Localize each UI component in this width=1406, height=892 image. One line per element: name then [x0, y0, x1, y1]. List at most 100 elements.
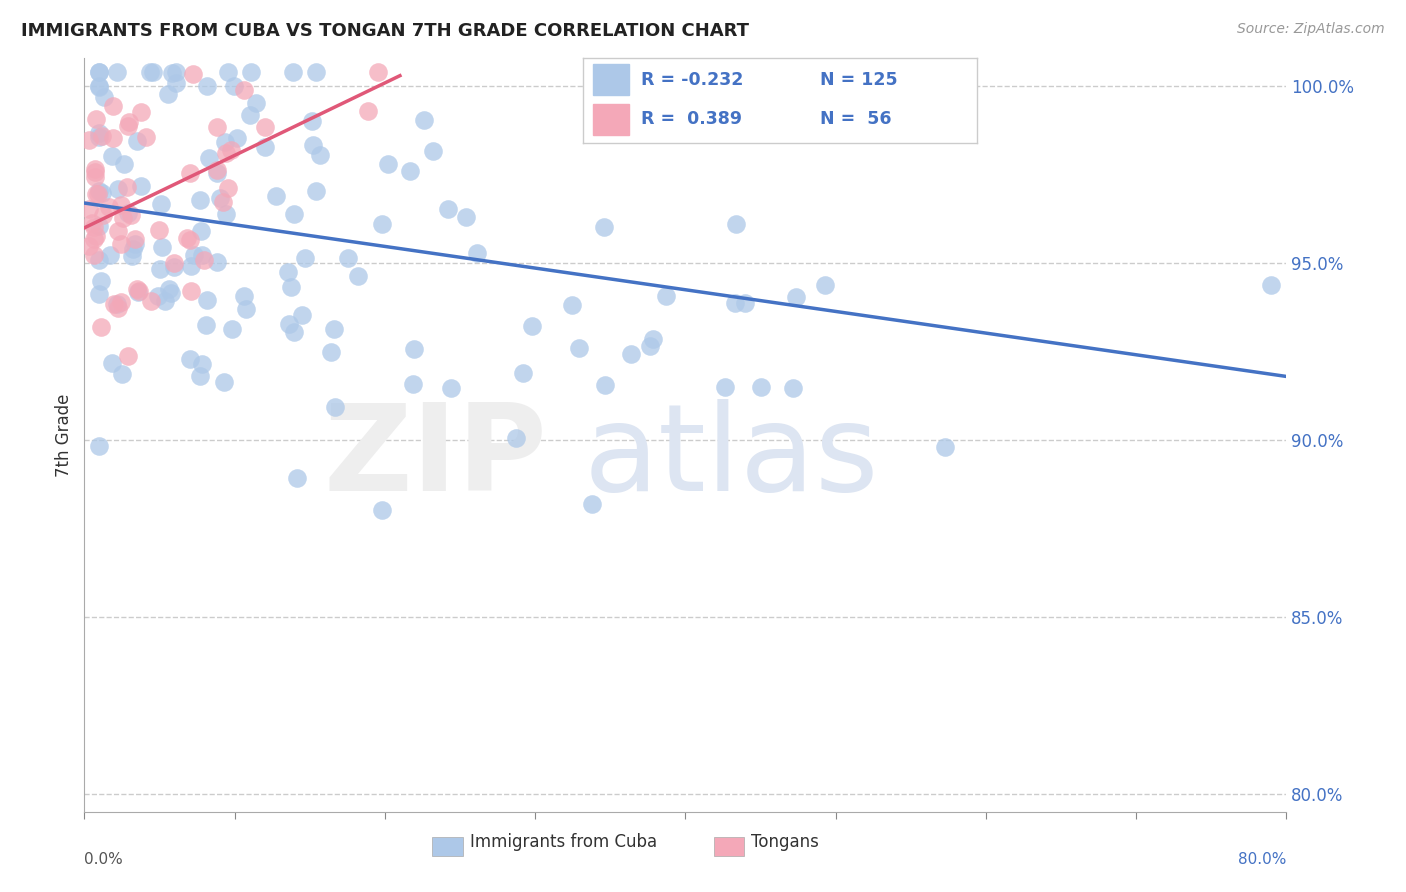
Point — [323, 400, 346, 414]
Point — [148, 223, 170, 237]
Point — [305, 65, 328, 79]
Point — [97, 200, 120, 214]
Point — [89, 130, 111, 145]
Point — [188, 194, 211, 208]
Point — [319, 344, 342, 359]
Point — [90, 186, 112, 200]
Point — [620, 347, 643, 361]
Point — [90, 320, 112, 334]
Point — [117, 349, 139, 363]
Point — [83, 232, 105, 246]
Point — [90, 274, 112, 288]
Point — [117, 206, 139, 220]
Point — [84, 161, 107, 176]
Point — [1260, 277, 1282, 292]
Point — [195, 293, 218, 307]
Point — [643, 332, 665, 346]
Point — [153, 294, 176, 309]
Point — [84, 112, 107, 126]
Point — [208, 191, 231, 205]
Point — [90, 129, 112, 144]
Point — [125, 134, 148, 148]
Point — [89, 439, 111, 453]
Point — [77, 202, 100, 216]
Text: ZIP: ZIP — [323, 399, 547, 516]
Point — [291, 308, 314, 322]
Point — [734, 295, 756, 310]
Point — [281, 65, 304, 79]
Point — [232, 288, 254, 302]
Point — [214, 135, 236, 149]
Text: 80.0%: 80.0% — [1239, 852, 1286, 867]
Point — [724, 296, 747, 310]
Text: 0.0%: 0.0% — [84, 852, 124, 867]
Point — [222, 79, 245, 94]
Point — [240, 65, 263, 79]
Point — [110, 295, 132, 310]
Point — [110, 237, 132, 252]
Point — [440, 381, 463, 395]
Point — [356, 103, 378, 118]
Point — [115, 180, 138, 194]
Point — [107, 301, 129, 316]
Point — [193, 252, 215, 267]
Point — [124, 232, 146, 246]
Text: Tongans: Tongans — [751, 833, 818, 851]
Point — [180, 284, 202, 298]
Point — [456, 211, 478, 225]
Point — [101, 356, 124, 370]
Point — [84, 229, 107, 244]
Point — [814, 278, 837, 293]
Point — [301, 113, 323, 128]
Point — [655, 289, 678, 303]
Point — [581, 497, 603, 511]
Point — [336, 251, 359, 265]
Point — [254, 140, 277, 154]
Point — [83, 220, 105, 235]
Point — [89, 286, 111, 301]
Point — [367, 65, 389, 79]
Point — [127, 285, 149, 299]
Point — [160, 66, 183, 80]
Point — [283, 325, 305, 339]
Point — [128, 284, 150, 298]
Y-axis label: 7th Grade: 7th Grade — [55, 393, 73, 476]
Point — [107, 181, 129, 195]
Point — [277, 265, 299, 279]
Point — [101, 131, 124, 145]
Point — [215, 145, 238, 160]
Text: N = 125: N = 125 — [820, 70, 897, 88]
Point — [84, 165, 107, 179]
Point — [370, 503, 392, 517]
Point — [437, 202, 460, 216]
Point — [197, 151, 219, 165]
Point — [165, 76, 187, 90]
Point — [129, 178, 152, 193]
Point — [80, 216, 103, 230]
Point — [465, 245, 488, 260]
Point — [561, 298, 583, 312]
Point — [749, 380, 772, 394]
Point — [156, 87, 179, 101]
Point — [422, 144, 444, 158]
Point — [194, 318, 217, 332]
Point — [84, 186, 107, 201]
Point — [89, 184, 111, 198]
Point — [308, 148, 330, 162]
Point — [217, 180, 239, 194]
Point — [120, 208, 142, 222]
Point — [183, 248, 205, 262]
Point — [402, 343, 425, 357]
Text: atlas: atlas — [583, 399, 879, 516]
Point — [211, 195, 233, 210]
Point — [254, 120, 277, 134]
Point — [264, 189, 287, 203]
Point — [89, 65, 111, 79]
Point — [89, 253, 111, 268]
Point — [592, 219, 614, 234]
Point — [122, 242, 145, 256]
Point — [146, 289, 169, 303]
Point — [413, 113, 436, 128]
Point — [277, 317, 299, 331]
Point — [221, 322, 243, 336]
